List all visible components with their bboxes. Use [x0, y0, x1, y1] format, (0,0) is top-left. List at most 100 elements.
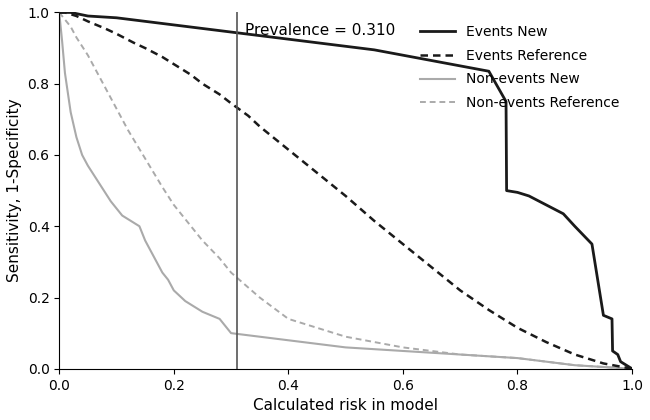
Non-events New — [159, 270, 166, 275]
Non-events New — [73, 135, 81, 140]
Events Reference — [628, 366, 636, 371]
Non-events Reference — [628, 366, 636, 371]
Non-events New — [112, 206, 120, 211]
Line: Events New: Events New — [59, 13, 632, 369]
Non-events Reference — [342, 334, 350, 339]
Non-events New — [130, 220, 138, 225]
Line: Non-events Reference: Non-events Reference — [59, 13, 632, 369]
Non-events Reference — [399, 345, 407, 350]
Non-events Reference — [514, 356, 521, 361]
Events New — [599, 313, 607, 318]
Events Reference — [571, 352, 578, 357]
Events New — [285, 37, 292, 42]
Non-events Reference — [55, 10, 63, 15]
Non-events Reference — [73, 35, 81, 40]
Events Reference — [216, 92, 224, 97]
Events New — [542, 202, 550, 207]
Events New — [170, 22, 177, 27]
Events Reference — [112, 32, 120, 37]
Events Reference — [456, 288, 464, 293]
Non-events New — [227, 331, 235, 336]
Non-events Reference — [187, 224, 195, 229]
Non-events New — [61, 71, 69, 76]
Non-events New — [456, 352, 464, 357]
Non-events New — [55, 10, 63, 15]
Events New — [198, 26, 206, 31]
Events New — [608, 316, 616, 321]
Non-events New — [67, 110, 75, 115]
Events New — [399, 52, 407, 58]
Events New — [514, 190, 521, 195]
Events Reference — [313, 170, 321, 175]
Non-events New — [216, 316, 224, 321]
Y-axis label: Sensitivity, 1-Specificity: Sensitivity, 1-Specificity — [7, 99, 22, 282]
Events Reference — [141, 45, 149, 50]
Events Reference — [485, 307, 493, 312]
Events New — [614, 352, 621, 357]
Events New — [313, 40, 321, 45]
Events Reference — [101, 26, 109, 31]
Non-events New — [124, 217, 132, 222]
Non-events Reference — [112, 106, 120, 111]
Non-events New — [514, 356, 521, 361]
Non-events Reference — [170, 202, 177, 207]
Non-events New — [628, 366, 636, 371]
Events New — [588, 241, 596, 247]
Events New — [617, 359, 625, 364]
Non-events New — [285, 338, 292, 343]
Non-events New — [107, 199, 114, 204]
Non-events New — [147, 249, 155, 254]
Events New — [502, 188, 510, 193]
Non-events New — [58, 39, 66, 44]
Events New — [55, 10, 63, 15]
Events Reference — [428, 265, 436, 270]
Events Reference — [73, 13, 81, 18]
Events Reference — [514, 325, 521, 330]
Events New — [256, 33, 264, 38]
Events Reference — [285, 147, 292, 152]
Events Reference — [84, 19, 92, 24]
Events Reference — [599, 361, 607, 366]
Non-events New — [96, 181, 103, 186]
Events Reference — [198, 81, 206, 86]
Non-events New — [164, 277, 172, 282]
Non-events New — [198, 309, 206, 314]
Non-events New — [170, 288, 177, 293]
Events New — [628, 366, 636, 371]
Events Reference — [399, 241, 407, 247]
Events New — [571, 224, 578, 229]
Events New — [112, 15, 120, 20]
Non-events Reference — [571, 363, 578, 368]
Non-events Reference — [285, 316, 292, 321]
Non-events Reference — [159, 184, 166, 189]
Events New — [502, 99, 510, 104]
Non-events New — [118, 213, 126, 218]
Events Reference — [61, 10, 69, 15]
Events New — [485, 69, 493, 74]
Non-events Reference — [198, 238, 206, 243]
Non-events New — [153, 260, 161, 265]
Events New — [370, 47, 378, 52]
Non-events Reference — [216, 256, 224, 261]
Non-events New — [256, 334, 264, 339]
Non-events New — [571, 363, 578, 368]
Line: Non-events New: Non-events New — [59, 13, 632, 369]
Events Reference — [187, 72, 195, 77]
Events New — [608, 349, 616, 354]
Events Reference — [370, 218, 378, 223]
Non-events Reference — [107, 95, 114, 100]
Events Reference — [256, 124, 264, 129]
Non-events Reference — [456, 352, 464, 357]
X-axis label: Calculated risk in model: Calculated risk in model — [253, 398, 438, 413]
Events Reference — [244, 113, 252, 118]
Events New — [525, 194, 533, 199]
Non-events Reference — [96, 74, 103, 79]
Non-events New — [342, 345, 350, 350]
Line: Events Reference: Events Reference — [59, 13, 632, 369]
Non-events Reference — [256, 295, 264, 300]
Events New — [84, 13, 92, 18]
Non-events New — [181, 299, 189, 304]
Events New — [428, 58, 436, 63]
Non-events New — [135, 224, 143, 229]
Events New — [67, 10, 75, 15]
